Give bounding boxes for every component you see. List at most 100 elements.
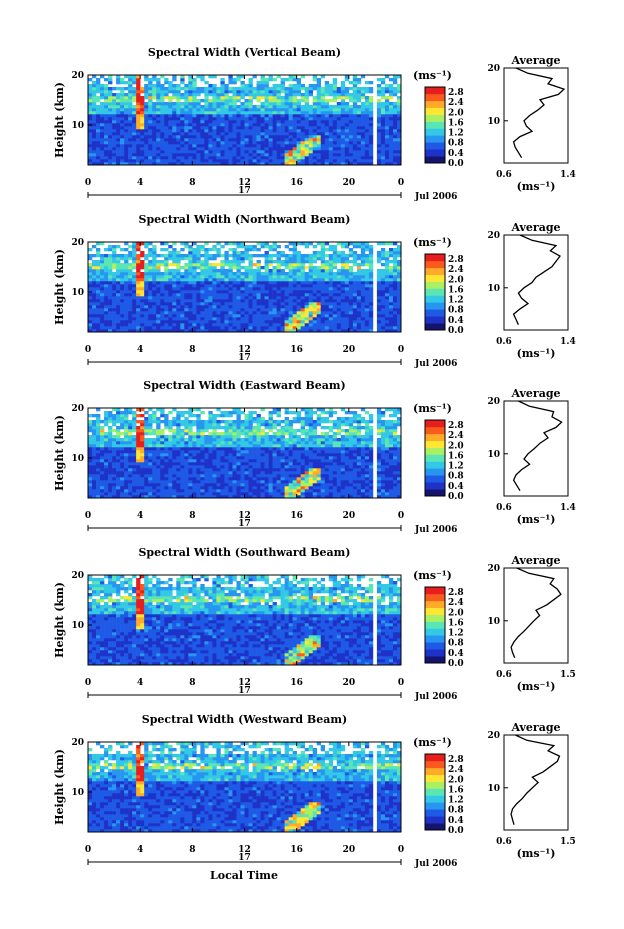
heatmap-cell (188, 287, 193, 291)
heatmap-cell (376, 117, 382, 121)
heatmap-cell (136, 329, 141, 333)
heatmap-cell (272, 254, 277, 258)
heatmap-cell (284, 290, 289, 294)
heatmap-cell (388, 329, 394, 333)
heatmap-cell (140, 90, 145, 94)
heatmap-cell (364, 299, 370, 303)
heatmap-cell (92, 323, 97, 327)
heatmap-cell (204, 326, 209, 330)
heatmap-cell (368, 159, 374, 163)
heatmap-cell (196, 278, 201, 282)
heatmap-cell (268, 96, 273, 100)
heatmap-cell (144, 272, 149, 276)
heatmap-cell (252, 287, 257, 291)
heatmap-cell (264, 78, 269, 82)
heatmap-cell (228, 326, 233, 330)
heatmap-cell (252, 326, 257, 330)
heatmap-cell (388, 120, 394, 124)
heatmap-cell (348, 305, 354, 309)
heatmap-cell (328, 305, 334, 309)
heatmap-cell (108, 278, 113, 282)
heatmap-cell (332, 317, 338, 321)
heatmap-cell (112, 144, 117, 148)
heatmap-cell (124, 275, 129, 279)
heatmap-cell (92, 254, 97, 258)
heatmap-cell (200, 314, 205, 318)
heatmap-cell (176, 302, 181, 306)
heatmap-cell (332, 126, 338, 130)
heatmap-cell (136, 93, 141, 97)
heatmap-cell (284, 326, 289, 330)
heatmap-cell (336, 269, 342, 273)
heatmap-cell (348, 141, 354, 145)
heatmap-cell (176, 132, 181, 136)
heatmap-cell (104, 317, 109, 321)
heatmap-cell (180, 266, 185, 270)
heatmap-cell (92, 483, 97, 487)
heatmap-cell (304, 284, 309, 288)
heatmap-cell (284, 135, 289, 139)
heatmap-cell (192, 144, 197, 148)
heatmap-cell (168, 483, 173, 487)
heatmap-cell (212, 150, 217, 154)
heatmap-cell (172, 486, 177, 490)
heatmap-cell (104, 147, 109, 151)
heatmap-cell (180, 126, 185, 130)
heatmap-cell (360, 320, 366, 324)
heatmap-cell (296, 305, 301, 309)
heatmap-cell (332, 323, 338, 327)
heatmap-cell (280, 314, 285, 318)
heatmap-cell (276, 84, 281, 88)
heatmap-cell (148, 108, 153, 112)
heatmap-cell (228, 254, 233, 258)
heatmap-cell (108, 153, 113, 157)
heatmap-cell (144, 429, 149, 433)
heatmap-cell (384, 296, 390, 300)
heatmap-cell (288, 135, 293, 139)
heatmap-cell (184, 302, 189, 306)
heatmap-cell (396, 302, 402, 306)
heatmap-cell (164, 105, 169, 109)
heatmap-cell (188, 329, 193, 333)
heatmap-cell (136, 441, 141, 445)
heatmap-cell (100, 132, 105, 136)
heatmap-cell (188, 269, 193, 273)
heatmap-cell (144, 314, 149, 318)
heatmap-cell (396, 281, 402, 285)
heatmap-cell (208, 87, 213, 91)
heatmap-cell (240, 281, 245, 285)
heatmap-cell (316, 329, 322, 333)
heatmap-cell (320, 305, 326, 309)
heatmap-cell (116, 468, 121, 472)
heatmap-cell (248, 305, 253, 309)
heatmap-cell (244, 251, 249, 255)
heatmap-cell (308, 114, 314, 118)
heatmap-cell (272, 132, 277, 136)
heatmap-cell (120, 317, 125, 321)
heatmap-cell (100, 284, 105, 288)
heatmap-cell (116, 426, 121, 430)
heatmap-cell (92, 87, 97, 91)
heatmap-cell (388, 254, 394, 258)
heatmap-cell (176, 93, 181, 97)
heatmap-cell (268, 329, 273, 333)
heatmap-cell (396, 99, 402, 103)
heatmap-cell (252, 293, 257, 297)
heatmap-cell (176, 314, 181, 318)
heatmap-cell (260, 87, 265, 91)
heatmap-cell (148, 444, 153, 448)
heatmap-cell (276, 269, 281, 273)
heatmap-cell (148, 93, 153, 97)
heatmap-cell (236, 117, 241, 121)
heatmap-cell (116, 141, 121, 145)
heatmap-cell (192, 135, 197, 139)
heatmap-cell (160, 465, 165, 469)
heatmap-cell (96, 329, 101, 333)
heatmap-cell (200, 162, 205, 166)
heatmap-cell (316, 105, 322, 109)
heatmap-cell (324, 144, 330, 148)
heatmap-cell (260, 162, 265, 166)
heatmap-cell (360, 135, 366, 139)
heatmap-cell (88, 150, 93, 154)
heatmap-cell (292, 305, 297, 309)
